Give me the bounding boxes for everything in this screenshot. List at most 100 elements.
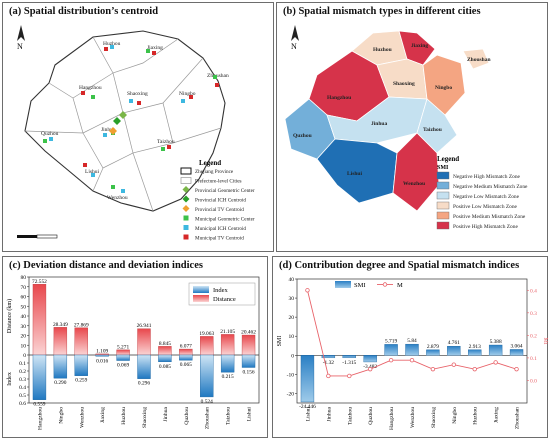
smi-bar [488,344,503,356]
distance-value-label: 1.109 [96,348,108,354]
smi-bar [468,349,482,356]
city-label: Quzhou [41,131,59,137]
contribution-chart: -20 -10 0 10 20 30 40 0.0 0.1 0.2 0.3 0.4 SMI Mi -24.4… [277,277,548,430]
index-value-label: 0.559 [33,402,45,408]
legend-label-index: Index [213,287,229,294]
mi-point [493,360,498,365]
index-tick-label: 0.3 [19,377,26,383]
mismatch-regions [284,30,490,212]
index-bar [241,354,256,368]
distance-bar [137,328,151,356]
right-axis-label: Mi [542,337,548,344]
category-label: Shaoxing [142,407,148,428]
smi-value-label: -1.32 [323,360,335,366]
smi-bar [509,349,524,356]
index-tick-label: 0.2 [19,369,26,375]
distance-bar [179,348,193,356]
category-label: Jiaxing [494,407,500,423]
legend-item: Positive Medium Mismatch Zone [436,211,526,220]
city-label: Huzhou [103,41,121,47]
panel-a-title: (a) Spatial distribution’s centroid [9,6,159,17]
chart-legend: SMI M [335,281,403,289]
city-label: Jiaxing [147,45,163,51]
distance-axis-label: Distance (km) [6,299,13,333]
category-label: Shaoxing [431,407,437,428]
city-label: Jiaxing [411,43,428,49]
distance-value-label: 21.105 [220,329,235,335]
legend-item: Municipal ICH Centroid [183,225,246,232]
index-tick-label: 0.5 [19,393,26,399]
distance-bar [200,336,214,356]
north-arrow: N [291,25,299,51]
legend-item: Negative Low Mismatch Zone [436,191,520,200]
index-bar [158,354,172,362]
city-label: Ningbo [179,91,196,97]
category-label: Hangzhou [37,407,43,430]
category-label: Ningbo [452,407,458,424]
distance-value-label: 26.941 [137,323,152,329]
right-tick-label: 0.0 [530,378,537,384]
distance-tick-label: 80 [21,275,27,281]
north-arrow: N [17,25,25,51]
distance-tick-label: 10 [21,343,27,349]
mismatch-map: N Huzhou Jiaxing Hangzhou Shaoxing Ningb… [284,25,528,230]
centroid-map: N Huzhou Jiaxing Hangzhou Shaoxing Ningb… [17,25,255,242]
category-label: Jinhua [326,406,332,421]
distance-tick-label: 70 [21,285,27,291]
smi-bar [426,349,440,356]
city-labels: Huzhou Jiaxing Hangzhou Shaoxing Ningbo … [293,43,491,187]
city-label: Wenzhou [403,181,425,187]
legend-swatch-index [193,286,209,293]
smi-value-label: -1.315 [342,360,356,366]
plot-frame [28,276,260,404]
category-label: Jiaxing [100,407,106,423]
distance-bar [116,349,130,356]
legend-label-distance: Distance [213,296,236,303]
city-label: Taizhou [423,127,442,133]
distance-bar [220,334,235,356]
legend-subtitle: SMI [437,165,449,171]
index-bar [116,354,130,361]
smi-value-label: -3.482 [363,364,377,370]
legend-item: Negative Medium Mismatch Zone [436,181,528,190]
right-tick-label: 0.2 [530,333,537,339]
legend-item: Zhejiang Province [180,167,234,175]
smi-bar [363,355,377,363]
deviation-chart: 0 10 20 30 40 50 60 70 80 0.1 0.2 0.3 0.4 0.5 0.6 Dista… [6,275,260,430]
left-tick-label: 30 [289,296,295,302]
left-tick-label: 40 [289,277,295,283]
mi-point [326,373,331,379]
svg-text:Positive Medium Mismatch Zone: Positive Medium Mismatch Zone [453,214,526,220]
scale-bar [17,234,58,239]
region-taizhou [416,98,458,154]
city-label: Huzhou [373,47,392,53]
distance-value-label: 8.845 [159,341,171,347]
left-tick-label: 10 [289,334,295,340]
legend-item: Positive High Mismatch Zone [436,221,518,230]
panel-deviation-chart: (c) Deviation distance and deviation ind… [2,256,268,438]
legend-item: Provincial Geometric Center [182,186,255,194]
region-jiaxing [398,30,436,66]
index-axis-label: Index [7,372,13,386]
mi-point [305,288,310,293]
distance-tick-label: 40 [21,314,27,320]
left-tick-label: 20 [289,315,295,321]
index-bar [179,354,193,361]
distance-bar [74,327,88,356]
legend-item: Provincial TV Centroid [182,205,244,213]
svg-text:Provincial Geometric Center: Provincial Geometric Center [195,188,255,194]
legend-item: Prefecture-level Cities [180,177,242,185]
city-label: Hangzhou [79,85,102,91]
category-label: Ningbo [58,407,64,424]
svg-text:Provincial TV Centroid: Provincial TV Centroid [195,207,244,213]
north-label: N [17,42,23,51]
svg-text:Municipal Geometric Center: Municipal Geometric Center [195,217,255,223]
legend-swatch-distance [193,295,209,302]
index-bar [200,354,214,398]
category-label: Quzhou [184,407,190,425]
city-label: Lishui [347,171,362,177]
svg-text:Positive High Mismatch Zone: Positive High Mismatch Zone [453,224,518,230]
right-tick-label: 0.1 [530,356,537,362]
city-label: Zhoushan [467,57,491,63]
north-label: N [291,42,297,51]
